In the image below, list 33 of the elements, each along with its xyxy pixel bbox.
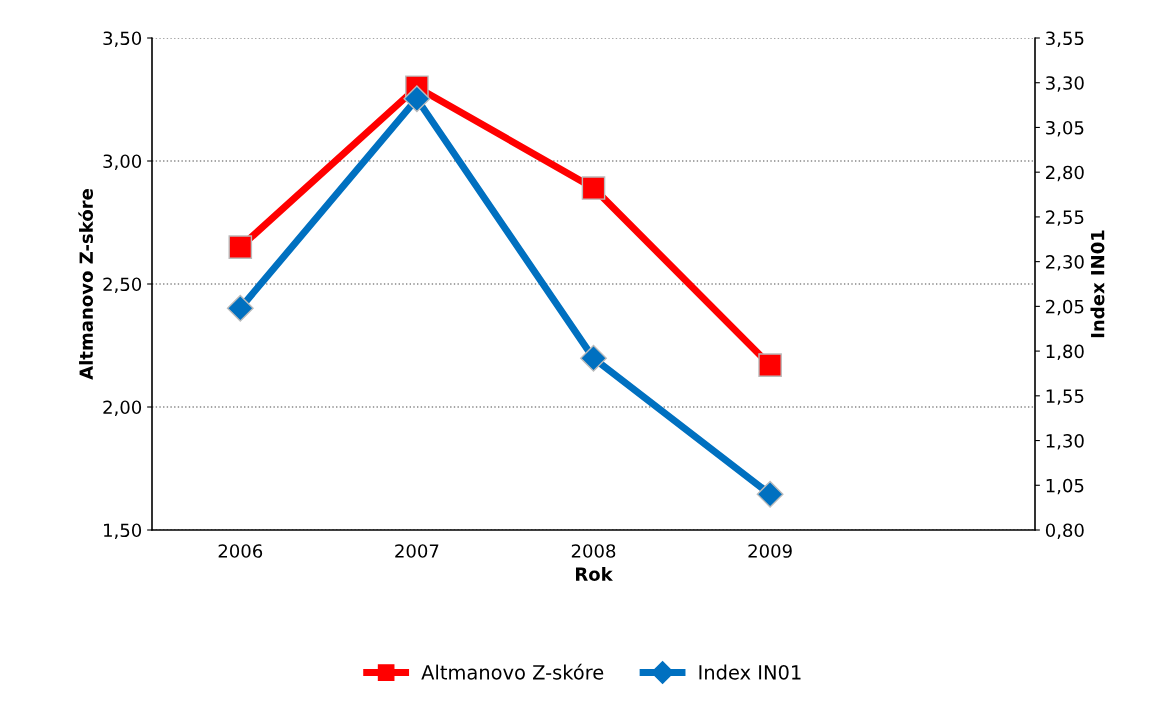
legend-label: Index IN01 <box>699 664 801 680</box>
point <box>758 353 782 377</box>
x-axis-title: Rok <box>576 566 613 581</box>
y-tick-label: 2,00 <box>103 400 142 416</box>
x-tick-label: 2006 <box>218 544 263 558</box>
point <box>403 85 431 113</box>
y-axis-title: Altmanovo Z-skóre <box>78 189 94 380</box>
legend-label: Altmanovo Z-skóre <box>421 663 604 680</box>
point <box>756 480 784 508</box>
y2-tick-label: 1,55 <box>1046 389 1084 405</box>
point <box>581 176 606 200</box>
y2-tick-label: 3,55 <box>1046 31 1084 47</box>
y2-tick-label: 1,80 <box>1046 344 1084 361</box>
y2-tick-label: 3,30 <box>1046 76 1084 92</box>
point <box>228 235 253 259</box>
y-tick-label: 1,50 <box>104 523 142 539</box>
point <box>580 344 607 372</box>
x-tick-label: 2008 <box>571 544 616 558</box>
y2-tick-label: 3,05 <box>1046 120 1084 137</box>
y2-tick-label: 2,80 <box>1046 165 1084 182</box>
x-tick-label: 2007 <box>395 544 439 558</box>
x-tick-label: 2009 <box>748 544 792 558</box>
point <box>226 294 254 322</box>
y2-tick-label: 0,80 <box>1045 523 1084 539</box>
y2-axis-title: Index IN01 <box>1090 230 1105 338</box>
y2-tick-label: 2,30 <box>1046 255 1084 271</box>
y-tick-label: 2,50 <box>103 277 142 293</box>
y-tick-label: 3,50 <box>103 31 142 47</box>
y2-tick-label: 1,05 <box>1046 478 1084 495</box>
y2-tick-label: 2,55 <box>1046 210 1084 226</box>
y2-tick-label: 2,05 <box>1046 299 1084 316</box>
y-tick-label: 3,00 <box>103 154 142 170</box>
y2-tick-label: 1,30 <box>1046 434 1084 450</box>
